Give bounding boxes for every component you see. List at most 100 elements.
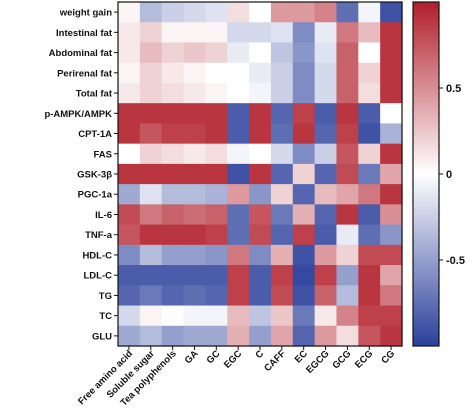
heatmap-cell bbox=[183, 265, 206, 286]
heatmap-cell bbox=[118, 305, 141, 327]
heatmap-cell bbox=[270, 244, 294, 266]
heatmap-cell bbox=[161, 123, 185, 145]
heatmap-cell bbox=[139, 204, 163, 226]
heatmap-cell bbox=[183, 2, 206, 23]
heatmap-cell bbox=[336, 265, 359, 286]
heatmap-cell bbox=[314, 62, 338, 84]
heatmap-cell bbox=[205, 2, 228, 23]
heatmap-cell bbox=[205, 244, 228, 266]
heatmap-cell bbox=[205, 163, 228, 185]
heatmap-cell bbox=[227, 143, 250, 165]
heatmap-cell bbox=[118, 123, 141, 145]
heatmap-cell bbox=[139, 42, 163, 64]
heatmap-cell bbox=[380, 123, 403, 145]
heatmap-cell bbox=[139, 22, 163, 44]
column-label: GA bbox=[183, 348, 201, 366]
heatmap-cell bbox=[227, 82, 250, 104]
heatmap-cell bbox=[314, 42, 338, 64]
heatmap-cell bbox=[139, 2, 163, 23]
heatmap-cell bbox=[380, 204, 403, 226]
heatmap-cell bbox=[380, 285, 403, 307]
heatmap-cell bbox=[336, 305, 359, 327]
heatmap-cell bbox=[183, 224, 206, 246]
heatmap-cell bbox=[292, 265, 316, 286]
heatmap-cell bbox=[249, 42, 272, 64]
colorbar-tick-label: 0 bbox=[446, 169, 452, 181]
column-label: C bbox=[253, 348, 266, 361]
heatmap-cell bbox=[270, 103, 294, 125]
heatmap-cell bbox=[118, 244, 141, 266]
row-label: Abdominal fat bbox=[49, 48, 113, 59]
heatmap-cell bbox=[205, 265, 228, 286]
heatmap-cell bbox=[336, 285, 359, 307]
heatmap-cell bbox=[336, 22, 359, 44]
heatmap-cell bbox=[270, 143, 294, 165]
heatmap-cell bbox=[161, 163, 185, 185]
heatmap-cell bbox=[249, 62, 272, 84]
heatmap-cell bbox=[270, 224, 294, 246]
heatmap-cell bbox=[139, 244, 163, 266]
heatmap-cell bbox=[380, 184, 403, 205]
heatmap-cell bbox=[380, 305, 403, 327]
heatmap-cell bbox=[314, 143, 338, 165]
heatmap-cell bbox=[161, 22, 185, 44]
heatmap-cell bbox=[314, 224, 338, 246]
heatmap-cell bbox=[292, 204, 316, 226]
heatmap-cell bbox=[205, 103, 228, 125]
heatmap-cell bbox=[205, 325, 228, 347]
heatmap-cell bbox=[205, 62, 228, 84]
heatmap-cell bbox=[336, 42, 359, 64]
heatmap-cell bbox=[118, 82, 141, 104]
heatmap-cell bbox=[270, 265, 294, 286]
heatmap-cell bbox=[270, 305, 294, 327]
heatmap-cell bbox=[118, 204, 141, 226]
heatmap-cell bbox=[227, 244, 250, 266]
row-label: Perirenal fat bbox=[57, 68, 113, 79]
heatmap-cell bbox=[227, 123, 250, 145]
heatmap-cell bbox=[249, 305, 272, 327]
heatmap-cell bbox=[161, 184, 185, 205]
heatmap-cell bbox=[270, 325, 294, 347]
heatmap-cell bbox=[161, 224, 185, 246]
heatmap-cell bbox=[358, 244, 381, 266]
heatmap-cell bbox=[292, 42, 316, 64]
heatmap-cell bbox=[292, 163, 316, 185]
row-label: GLU bbox=[92, 331, 112, 342]
heatmap-cell bbox=[183, 82, 206, 104]
heatmap-cell bbox=[380, 143, 403, 165]
heatmap-cell bbox=[183, 163, 206, 185]
heatmap-cell bbox=[358, 305, 381, 327]
heatmap-cell bbox=[161, 42, 185, 64]
heatmap-cell bbox=[358, 285, 381, 307]
heatmap-cell bbox=[358, 62, 381, 84]
heatmap-cell bbox=[336, 204, 359, 226]
heatmap-cell bbox=[358, 204, 381, 226]
row-label: TG bbox=[99, 291, 112, 302]
heatmap-cell bbox=[380, 2, 403, 23]
heatmap-cell bbox=[139, 285, 163, 307]
heatmap-cell bbox=[314, 285, 338, 307]
heatmap-cell bbox=[161, 204, 185, 226]
heatmap-cell bbox=[227, 305, 250, 327]
row-label: PGC-1a bbox=[78, 190, 113, 201]
heatmap-cell bbox=[118, 265, 141, 286]
heatmap-cell bbox=[249, 2, 272, 23]
heatmap-cell bbox=[336, 2, 359, 23]
heatmap-cell bbox=[314, 305, 338, 327]
heatmap-cell bbox=[292, 285, 316, 307]
heatmap-cell bbox=[314, 103, 338, 125]
heatmap-cell bbox=[249, 265, 272, 286]
heatmap-cell bbox=[292, 2, 316, 23]
heatmap-cell bbox=[227, 22, 250, 44]
row-labels: weight gain Intestinal fat Abdominal fat Pe… bbox=[44, 8, 118, 342]
heatmap-cell bbox=[336, 62, 359, 84]
heatmap-cell bbox=[270, 42, 294, 64]
colorbar-ticks: 0.5 0 -0.5 bbox=[439, 83, 465, 267]
heatmap-cell bbox=[183, 22, 206, 44]
heatmap-cell bbox=[183, 244, 206, 266]
heatmap-cell bbox=[227, 103, 250, 125]
heatmap-cell bbox=[358, 143, 381, 165]
heatmap-cell bbox=[249, 244, 272, 266]
colorbar-tick-label: 0.5 bbox=[446, 83, 461, 95]
